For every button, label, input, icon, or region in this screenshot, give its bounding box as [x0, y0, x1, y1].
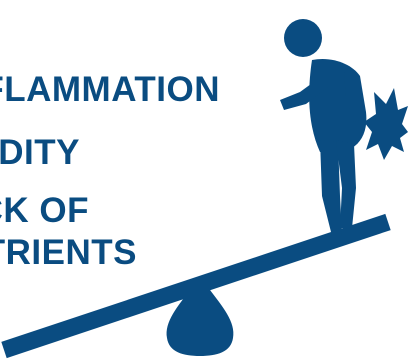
pain-burst-icon — [364, 88, 408, 160]
person-with-back-pain-icon — [280, 19, 366, 236]
head-icon — [284, 19, 322, 57]
